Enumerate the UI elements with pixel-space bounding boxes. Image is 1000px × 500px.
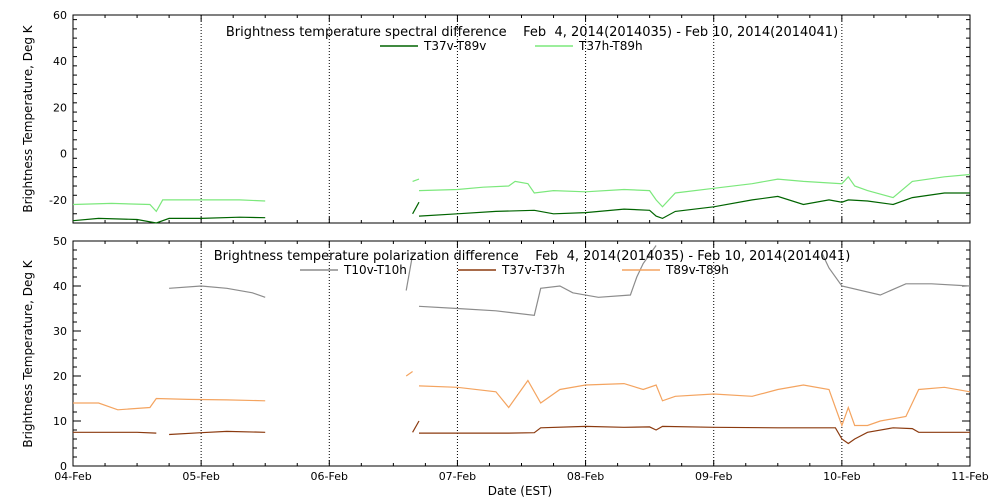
y-tick-label: -20 [49,194,67,207]
series-line [412,420,420,433]
series-line [418,379,971,428]
series-line [822,254,971,296]
series-line [73,431,157,434]
y-ticks: -20 0 20 40 60 [49,9,970,224]
y-axis-label: Brightness Temperature, Deg K [21,259,35,447]
y-tick-label: 30 [53,325,67,338]
series-lines [72,173,971,224]
legend-label: T37v-T89v [423,39,486,53]
series-line [405,254,414,291]
x-tick-label: 06-Feb [311,470,348,483]
polarization-difference-panel: 0 10 20 30 40 50 Brightness temperature polar… [21,235,989,483]
x-ticks: 04-Feb 05-Feb 06-Feb 07-Feb 08-Feb 09-Feb 10-F… [54,470,988,483]
legend-label: T37h-T89h [578,39,643,53]
gridlines [72,241,971,466]
y-tick-label: 0 [60,460,67,473]
x-tick-label: 05-Feb [182,470,219,483]
y-ticks: 0 10 20 30 40 50 [53,235,970,473]
y-tick-label: 10 [53,415,67,428]
chart-title: Brightness temperature spectral differen… [226,25,838,40]
legend-label: T89v-T89h [665,263,729,277]
y-tick-label: 60 [53,9,67,22]
series-line [419,425,970,445]
y-tick-label: 40 [53,280,67,293]
series-line [405,371,413,377]
gridlines [72,15,971,223]
x-tick-label: 11-Feb [951,470,988,483]
spectral-difference-panel: -20 0 20 40 60 Brightness temperature spectr… [21,9,971,224]
x-tick-label: 07-Feb [439,470,476,483]
series-line [73,397,266,411]
y-tick-label: 50 [53,235,67,248]
x-tick-label: 10-Feb [823,470,860,483]
plot-frame [72,14,971,224]
series-line [72,199,266,213]
series-line [412,178,420,182]
series-line [418,192,970,220]
x-tick-label: 09-Feb [695,470,732,483]
series-line [72,216,266,224]
chart-title: Brightness temperature polarization diff… [214,249,851,264]
series-line [169,285,266,298]
series-line [412,201,420,215]
series-line [418,173,971,208]
legend: T10v-T10h T37v-T37h T89v-T89h [300,263,729,277]
legend-label: T10v-T10h [343,263,407,277]
series-line [169,430,266,436]
y-tick-label: 0 [60,148,67,161]
y-tick-label: 20 [53,101,67,114]
legend: T37v-T89v T37h-T89h [380,39,643,53]
series-lines [73,245,971,445]
x-tick-label: 04-Feb [54,470,91,483]
y-tick-label: 20 [53,370,67,383]
y-tick-label: 40 [53,55,67,68]
series-line [418,245,657,316]
x-axis-label: Date (EST) [488,484,552,498]
x-tick-label: 08-Feb [567,470,604,483]
y-axis-label: Brightness Temperature, Deg K [21,24,35,212]
legend-label: T37v-T37h [501,263,565,277]
